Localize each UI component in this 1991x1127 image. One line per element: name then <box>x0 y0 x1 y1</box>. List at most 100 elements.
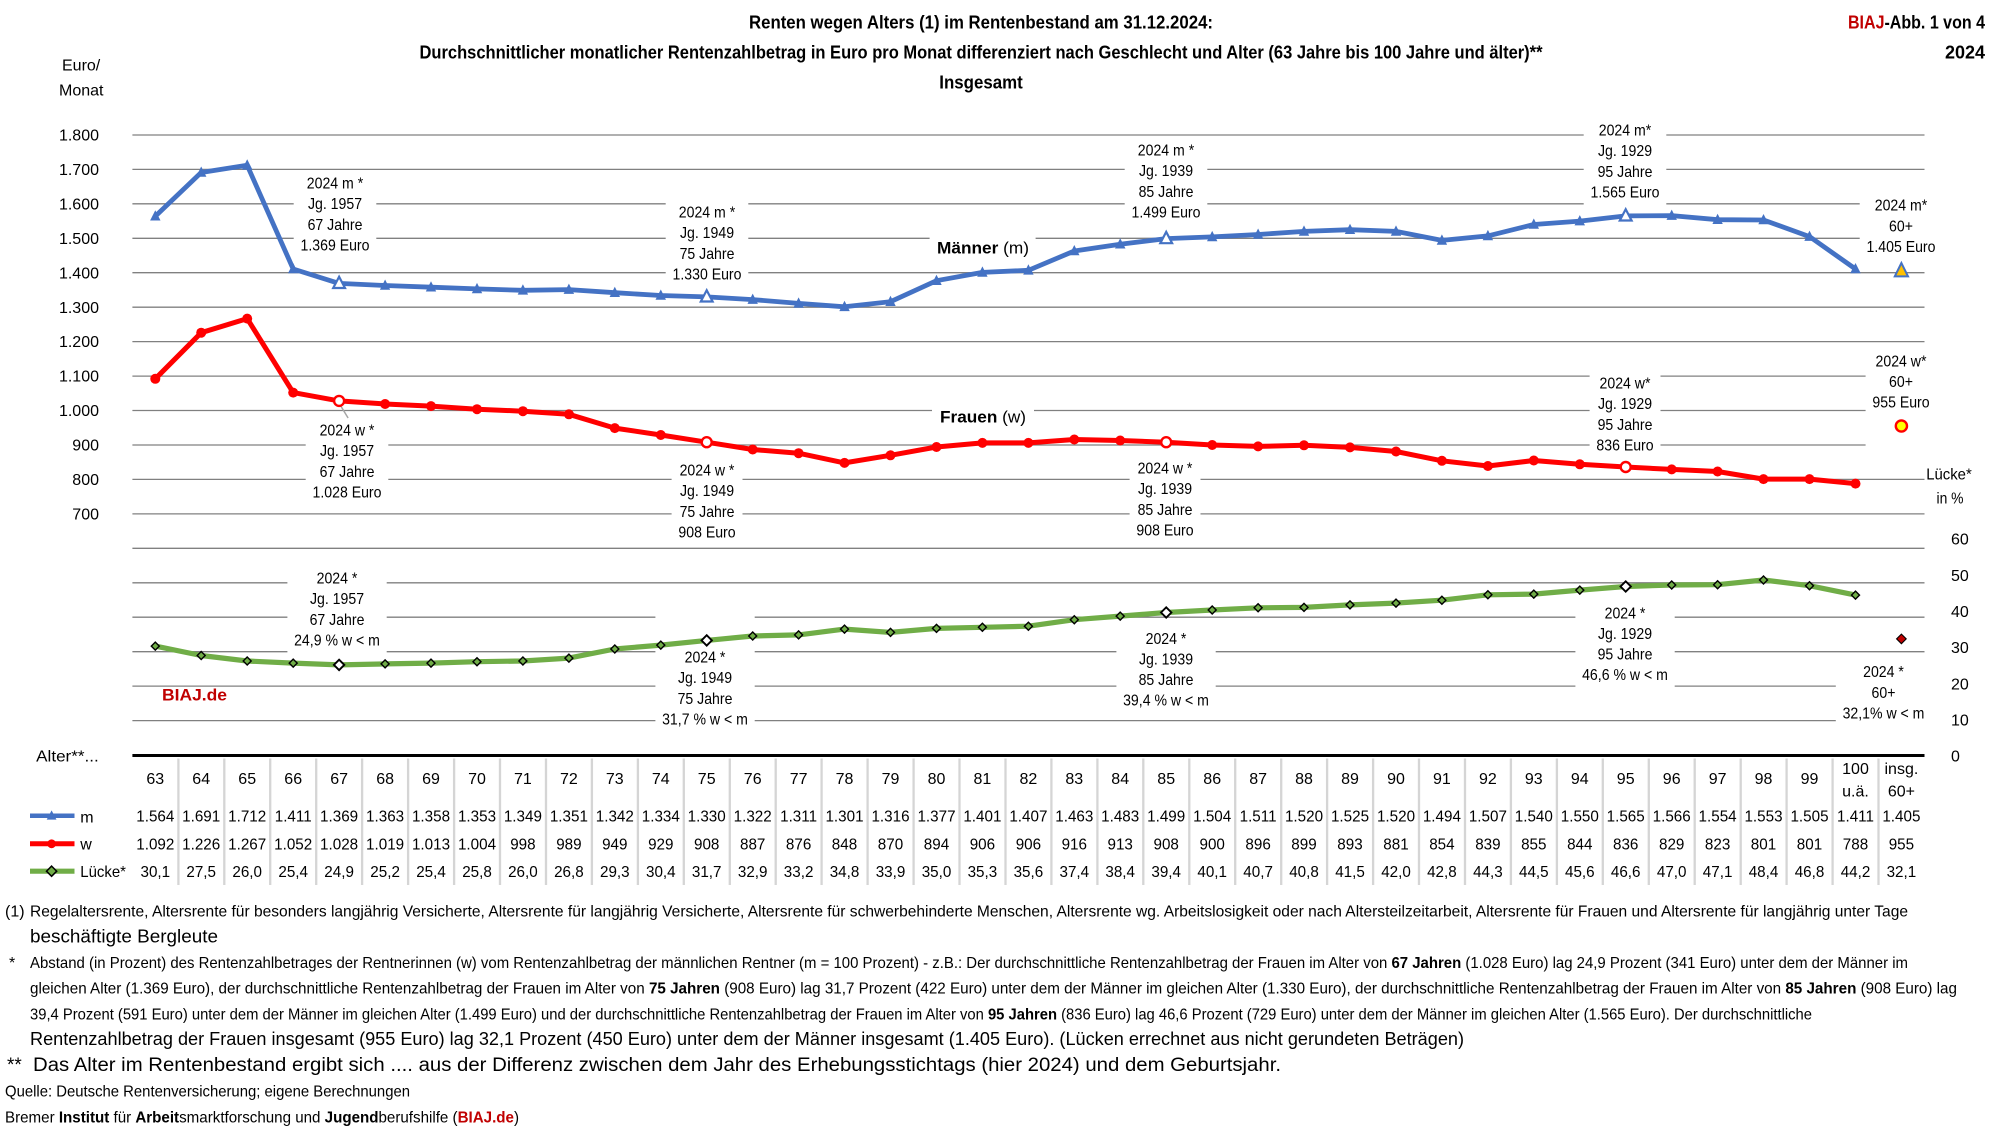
svg-text:Regelaltersrente, Altersrente: Regelaltersrente, Altersrente für besond… <box>30 904 1908 921</box>
svg-text:900: 900 <box>1200 836 1225 853</box>
svg-text:1.505: 1.505 <box>1790 808 1828 825</box>
svg-text:Lücke*: Lücke* <box>80 864 126 881</box>
svg-text:1.351: 1.351 <box>550 808 588 825</box>
svg-text:Abstand (in Prozent) des Rente: Abstand (in Prozent) des Rentenzahlbetra… <box>30 955 1908 972</box>
svg-text:50: 50 <box>1951 568 1969 585</box>
svg-text:26,0: 26,0 <box>232 864 262 881</box>
svg-text:85 Jahre: 85 Jahre <box>1139 184 1194 201</box>
svg-text:67 Jahre: 67 Jahre <box>320 464 375 481</box>
svg-text:1.463: 1.463 <box>1055 808 1093 825</box>
svg-text:92: 92 <box>1479 771 1497 788</box>
svg-text:839: 839 <box>1475 836 1500 853</box>
svg-text:77: 77 <box>790 771 808 788</box>
svg-text:32,1% w < m: 32,1% w < m <box>1843 706 1925 723</box>
svg-text:1.358: 1.358 <box>412 808 450 825</box>
svg-text:848: 848 <box>832 836 857 853</box>
svg-text:836: 836 <box>1613 836 1638 853</box>
svg-text:24,9 % w < m: 24,9 % w < m <box>294 632 380 649</box>
svg-text:1.316: 1.316 <box>871 808 909 825</box>
svg-text:47,0: 47,0 <box>1657 864 1687 881</box>
svg-text:894: 894 <box>924 836 949 853</box>
svg-text:Insgesamt: Insgesamt <box>939 72 1023 92</box>
svg-text:2024 m *: 2024 m * <box>679 205 735 222</box>
svg-text:46,6 % w < m: 46,6 % w < m <box>1582 667 1668 684</box>
svg-text:BIAJ.de: BIAJ.de <box>162 686 227 705</box>
svg-text:94: 94 <box>1571 771 1589 788</box>
svg-text:Alter**...: Alter**... <box>36 749 98 766</box>
svg-text:u.ä.: u.ä. <box>1842 784 1869 801</box>
svg-text:46,8: 46,8 <box>1795 864 1825 881</box>
svg-text:39,4: 39,4 <box>1151 864 1181 881</box>
svg-text:2024 m*: 2024 m* <box>1599 123 1652 140</box>
svg-text:31,7 % w < m: 31,7 % w < m <box>662 711 748 728</box>
svg-text:25,8: 25,8 <box>462 864 492 881</box>
svg-text:Jg. 1929: Jg. 1929 <box>1598 626 1652 643</box>
svg-text:2024: 2024 <box>1945 42 1985 62</box>
svg-text:1.494: 1.494 <box>1423 808 1461 825</box>
svg-text:68: 68 <box>376 771 394 788</box>
svg-text:844: 844 <box>1567 836 1592 853</box>
svg-text:1.504: 1.504 <box>1193 808 1231 825</box>
svg-text:85 Jahre: 85 Jahre <box>1138 502 1193 519</box>
svg-text:2024 *: 2024 * <box>317 571 358 588</box>
svg-text:1.019: 1.019 <box>366 836 404 853</box>
svg-text:30: 30 <box>1951 640 1969 657</box>
svg-text:25,4: 25,4 <box>278 864 308 881</box>
svg-text:Jg. 1957: Jg. 1957 <box>308 196 362 213</box>
svg-text:85 Jahre: 85 Jahre <box>1139 672 1194 689</box>
svg-text:64: 64 <box>192 771 210 788</box>
svg-text:47,1: 47,1 <box>1703 864 1733 881</box>
svg-text:989: 989 <box>556 836 581 853</box>
svg-text:67: 67 <box>330 771 348 788</box>
svg-text:1.028 Euro: 1.028 Euro <box>313 484 382 501</box>
svg-text:896: 896 <box>1245 836 1270 853</box>
svg-text:1.565 Euro: 1.565 Euro <box>1591 184 1660 201</box>
svg-text:74: 74 <box>652 771 670 788</box>
svg-text:2024 w *: 2024 w * <box>320 423 375 440</box>
svg-text:91: 91 <box>1433 771 1451 788</box>
svg-text:60+: 60+ <box>1888 784 1915 801</box>
svg-text:70: 70 <box>468 771 486 788</box>
svg-text:w: w <box>79 836 92 853</box>
svg-text:2024 *: 2024 * <box>685 650 726 667</box>
svg-text:Monat: Monat <box>59 83 104 100</box>
svg-text:Rentenzahlbetrag der Frauen in: Rentenzahlbetrag der Frauen insgesamt (9… <box>30 1029 1464 1049</box>
svg-text:836 Euro: 836 Euro <box>1596 437 1653 454</box>
svg-text:1.800: 1.800 <box>59 128 99 145</box>
svg-text:40: 40 <box>1951 604 1969 621</box>
svg-text:1.411: 1.411 <box>1837 808 1874 825</box>
svg-text:870: 870 <box>878 836 903 853</box>
svg-text:916: 916 <box>1062 836 1087 853</box>
svg-text:29,3: 29,3 <box>600 864 630 881</box>
svg-text:855: 855 <box>1521 836 1546 853</box>
svg-text:30,4: 30,4 <box>646 864 676 881</box>
svg-text:1.405: 1.405 <box>1882 808 1920 825</box>
svg-text:900: 900 <box>72 438 99 455</box>
svg-text:95: 95 <box>1617 771 1635 788</box>
svg-text:2024 w*: 2024 w* <box>1876 354 1927 371</box>
svg-text:1.565: 1.565 <box>1607 808 1645 825</box>
svg-text:788: 788 <box>1843 836 1868 853</box>
svg-text:75: 75 <box>698 771 716 788</box>
svg-text:93: 93 <box>1525 771 1543 788</box>
svg-text:33,9: 33,9 <box>876 864 906 881</box>
svg-text:84: 84 <box>1111 771 1129 788</box>
svg-text:73: 73 <box>606 771 624 788</box>
svg-text:854: 854 <box>1429 836 1454 853</box>
svg-text:35,6: 35,6 <box>1014 864 1044 881</box>
svg-text:1.405 Euro: 1.405 Euro <box>1867 239 1936 256</box>
svg-text:81: 81 <box>974 771 992 788</box>
svg-text:88: 88 <box>1295 771 1313 788</box>
svg-text:insg.: insg. <box>1885 761 1919 778</box>
svg-text:1.377: 1.377 <box>917 808 955 825</box>
svg-text:1.407: 1.407 <box>1009 808 1047 825</box>
svg-text:Jg. 1929: Jg. 1929 <box>1598 396 1652 413</box>
svg-text:60+: 60+ <box>1889 374 1913 391</box>
svg-text:908: 908 <box>694 836 719 853</box>
svg-text:41,5: 41,5 <box>1335 864 1365 881</box>
svg-text:955: 955 <box>1889 836 1914 853</box>
svg-text:37,4: 37,4 <box>1060 864 1090 881</box>
svg-text:Renten wegen Alters (1) im Ren: Renten wegen Alters (1) im Rentenbestand… <box>749 12 1213 32</box>
svg-text:801: 801 <box>1797 836 1822 853</box>
svg-text:2024 w *: 2024 w * <box>1138 461 1193 478</box>
